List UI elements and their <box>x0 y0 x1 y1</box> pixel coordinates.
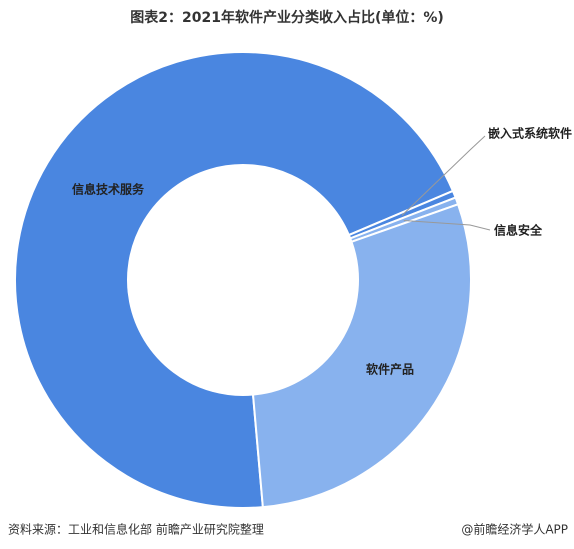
slice <box>251 202 472 509</box>
slice-label: 软件产品 <box>366 362 414 377</box>
slice <box>14 51 455 509</box>
slice-label: 嵌入式系统软件 <box>488 126 572 141</box>
slice-label: 信息技术服务 <box>72 182 145 197</box>
leader-line <box>403 220 491 231</box>
source: 资料来源：工业和信息化部 前瞻产业研究院整理 <box>8 522 264 537</box>
credit: @前瞻经济学人APP <box>461 522 568 537</box>
chart-title: 图表2：2021年软件产业分类收入占比(单位：%) <box>130 9 444 26</box>
slice-label: 信息安全 <box>494 223 543 238</box>
leader-line <box>401 135 486 216</box>
